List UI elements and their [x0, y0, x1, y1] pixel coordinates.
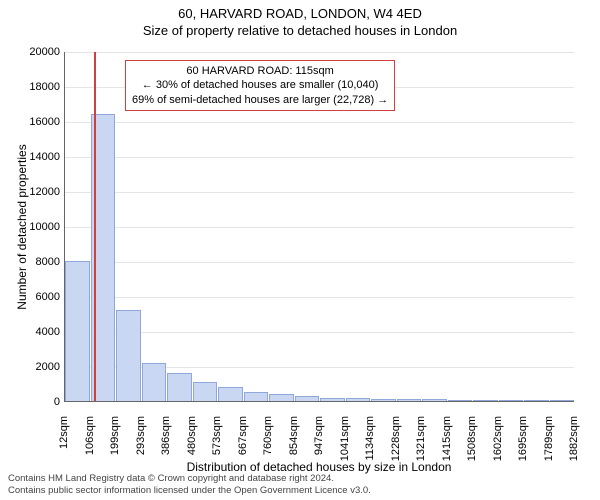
x-tick-label: 1789sqm: [543, 416, 555, 466]
callout-line3: 69% of semi-detached houses are larger (…: [132, 93, 388, 107]
x-tick-label: 1321sqm: [415, 416, 427, 466]
x-tick-label: 1134sqm: [364, 416, 376, 466]
x-tick-label: 12sqm: [58, 416, 70, 466]
gridline: [65, 227, 574, 228]
chart-container: 60, HARVARD ROAD, LONDON, W4 4ED Size of…: [0, 0, 600, 500]
plot-area: 60 HARVARD ROAD: 115sqm← 30% of detached…: [64, 52, 574, 402]
histogram-bar: [116, 310, 141, 401]
y-tick-label: 12000: [20, 186, 60, 198]
histogram-bar: [193, 382, 218, 401]
x-tick-label: 386sqm: [160, 416, 172, 466]
histogram-bar: [448, 400, 473, 401]
histogram-bar: [371, 399, 396, 401]
gridline: [65, 262, 574, 263]
y-tick-label: 20000: [20, 46, 60, 58]
callout-line1: 60 HARVARD ROAD: 115sqm: [132, 64, 388, 78]
y-tick-label: 6000: [20, 291, 60, 303]
histogram-bar: [422, 399, 447, 401]
histogram-bar: [244, 392, 269, 401]
x-tick-label: 199sqm: [109, 416, 121, 466]
x-tick-label: 667sqm: [237, 416, 249, 466]
x-tick-label: 106sqm: [84, 416, 96, 466]
y-tick-label: 18000: [20, 81, 60, 93]
y-tick-label: 10000: [20, 221, 60, 233]
gridline: [65, 52, 574, 53]
x-tick-label: 1508sqm: [466, 416, 478, 466]
gridline: [65, 192, 574, 193]
x-tick-label: 1882sqm: [568, 416, 580, 466]
histogram-bar: [320, 398, 345, 402]
histogram-bar: [142, 363, 167, 402]
x-tick-label: 1415sqm: [441, 416, 453, 466]
histogram-bar: [167, 373, 192, 401]
y-tick-label: 8000: [20, 256, 60, 268]
y-tick-label: 14000: [20, 151, 60, 163]
gridline: [65, 332, 574, 333]
callout-line2: ← 30% of detached houses are smaller (10…: [132, 78, 388, 92]
property-marker-line: [94, 52, 96, 401]
x-tick-label: 480sqm: [186, 416, 198, 466]
histogram-bar: [346, 398, 371, 401]
x-tick-label: 1041sqm: [339, 416, 351, 466]
x-tick-label: 1228sqm: [390, 416, 402, 466]
y-tick-label: 0: [20, 396, 60, 408]
histogram-bar: [473, 400, 498, 401]
y-tick-label: 2000: [20, 361, 60, 373]
footer: Contains HM Land Registry data © Crown c…: [8, 473, 592, 496]
histogram-bar: [524, 400, 549, 401]
x-tick-label: 573sqm: [211, 416, 223, 466]
histogram-bar: [295, 396, 320, 401]
x-tick-label: 293sqm: [135, 416, 147, 466]
histogram-bar: [65, 261, 90, 401]
gridline: [65, 122, 574, 123]
footer-line2: Contains public sector information licen…: [8, 485, 592, 496]
x-tick-label: 1695sqm: [517, 416, 529, 466]
histogram-bar: [397, 399, 422, 401]
x-tick-label: 1602sqm: [492, 416, 504, 466]
gridline: [65, 297, 574, 298]
histogram-bar: [218, 387, 243, 401]
x-tick-label: 947sqm: [313, 416, 325, 466]
y-tick-label: 4000: [20, 326, 60, 338]
histogram-bar: [269, 394, 294, 401]
histogram-bar: [550, 400, 575, 401]
y-tick-label: 16000: [20, 116, 60, 128]
footer-line1: Contains HM Land Registry data © Crown c…: [8, 473, 592, 484]
x-tick-label: 854sqm: [288, 416, 300, 466]
histogram-bar: [499, 400, 524, 401]
gridline: [65, 157, 574, 158]
callout-box: 60 HARVARD ROAD: 115sqm← 30% of detached…: [125, 60, 395, 111]
title-line2: Size of property relative to detached ho…: [0, 21, 600, 38]
title-line1: 60, HARVARD ROAD, LONDON, W4 4ED: [0, 0, 600, 21]
x-tick-label: 760sqm: [262, 416, 274, 466]
